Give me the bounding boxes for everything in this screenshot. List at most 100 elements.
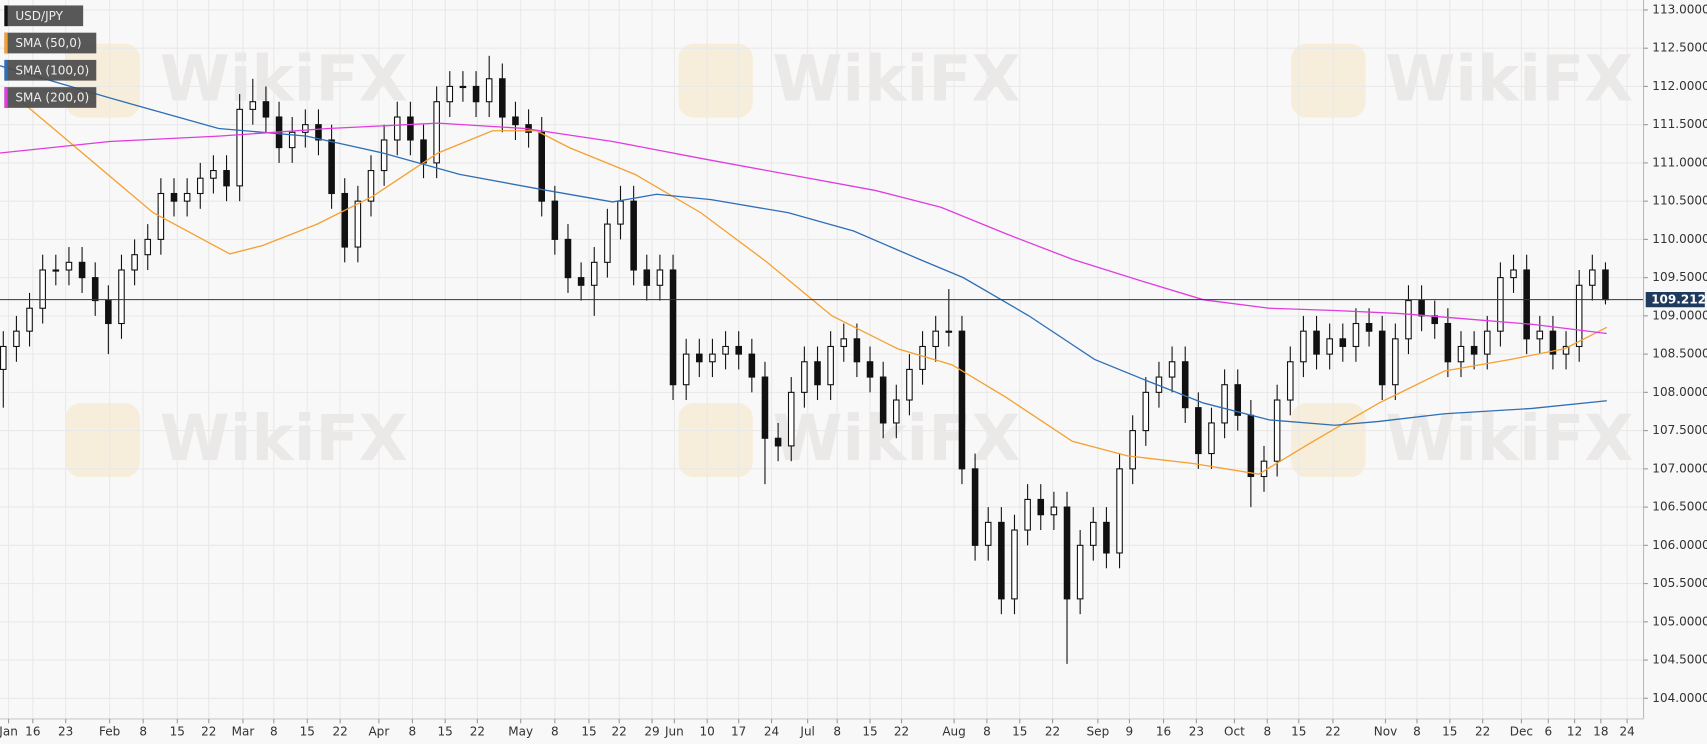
candle-body [1602,269,1609,301]
watermark-text: WikiFX [160,401,408,475]
watermark-logo [1291,43,1366,118]
candle-body [1011,529,1018,600]
candle-body [288,131,296,149]
candle-body [78,261,86,279]
x-tick-label: Jul [799,725,815,739]
legend-box [4,32,97,54]
x-tick-label: 18 [1593,725,1608,739]
candle-body [617,200,624,225]
y-tick-label: 109.0000 [1652,308,1707,322]
x-tick-label: 8 [270,725,278,739]
watermark-text: WikiFX [160,41,408,115]
y-tick-label: 104.0000 [1652,691,1707,705]
candle-body [1168,361,1176,378]
candle-body [420,139,427,164]
candle-body [761,376,769,439]
y-tick-label: 105.0000 [1652,614,1707,628]
candle-body [183,192,191,202]
candle-body [656,269,664,286]
candle-body [485,78,493,103]
x-tick-label: 8 [1263,725,1271,739]
x-tick-label: Dec [1510,725,1533,739]
candle-body [682,353,690,386]
candle-body [1536,330,1544,340]
x-tick-label: Jan [0,725,18,739]
candle-body [538,131,545,202]
legend-box [4,5,84,27]
candle-body [1260,460,1268,478]
x-tick-label: 23 [1189,725,1204,739]
sma-line [0,122,1607,335]
y-tick-label: 107.0000 [1652,461,1707,475]
candle-body [105,300,112,325]
y-tick-label: 107.5000 [1652,423,1707,437]
candle-body [315,124,322,141]
candle-body [919,345,926,370]
x-tick-label: 24 [764,725,779,739]
candle-body [1247,414,1255,478]
legend-box [4,87,97,108]
x-tick-label: 22 [201,725,216,739]
candle-body [433,101,440,164]
x-tick-label: 22 [612,725,627,739]
candle-body [0,345,7,370]
candle-body [407,116,414,141]
candle-body [1024,498,1031,531]
candle-body [1562,345,1570,355]
x-tick-label: 22 [1325,725,1340,739]
candle-body [52,269,60,272]
y-tick-label: 110.5000 [1652,194,1707,208]
candle-body [801,361,808,393]
candle-body [1286,361,1294,401]
candle-body [1418,300,1425,317]
candle-body [866,361,874,378]
legend-label: SMA (100,0) [15,63,89,77]
candle-body [1575,284,1583,348]
candle-body [354,200,362,248]
x-tick-label: May [508,725,533,739]
candle-body [709,353,716,363]
x-tick-label: 15 [438,725,453,739]
candle-body [380,139,388,172]
candle-body [1221,384,1228,424]
candle-body [774,437,782,447]
candle-body [735,345,742,355]
candle-body [446,85,454,103]
y-tick-label: 112.0000 [1652,79,1707,93]
candle-body [1313,330,1320,355]
candle-body [170,192,178,202]
candle-body [236,108,243,187]
candle-body [1037,498,1045,516]
last-price-label: 109.2125 [1651,293,1707,307]
candle-body [696,353,703,363]
y-tick-label: 112.5000 [1652,41,1707,55]
x-tick-label: Aug [942,725,965,739]
candle-body [945,330,953,333]
y-tick-label: 111.5000 [1652,117,1707,131]
candle-body [604,223,611,263]
legend-label: SMA (200,0) [15,91,89,105]
candle-body [1076,544,1084,600]
x-tick-label: 22 [1475,725,1490,739]
candle-body [577,277,585,286]
candle-body [1234,384,1242,416]
x-tick-label: 15 [1291,725,1306,739]
candle-body [302,124,309,133]
x-tick-label: 8 [409,725,417,739]
candle-body [499,78,506,118]
x-tick-label: 6 [1544,725,1552,739]
x-tick-label: 8 [1413,725,1421,739]
candle-body [196,177,204,195]
x-tick-label: 8 [833,725,841,739]
legend-label: USD/JPY [15,9,63,23]
legend-swatch [4,5,8,27]
candle-body [932,330,939,348]
candle-body [1510,269,1517,279]
candle-body [1352,322,1360,348]
watermark-logo [678,403,753,478]
x-tick-label: 22 [470,725,485,739]
x-tick-label: 8 [139,725,147,739]
candle-body [1300,330,1307,363]
